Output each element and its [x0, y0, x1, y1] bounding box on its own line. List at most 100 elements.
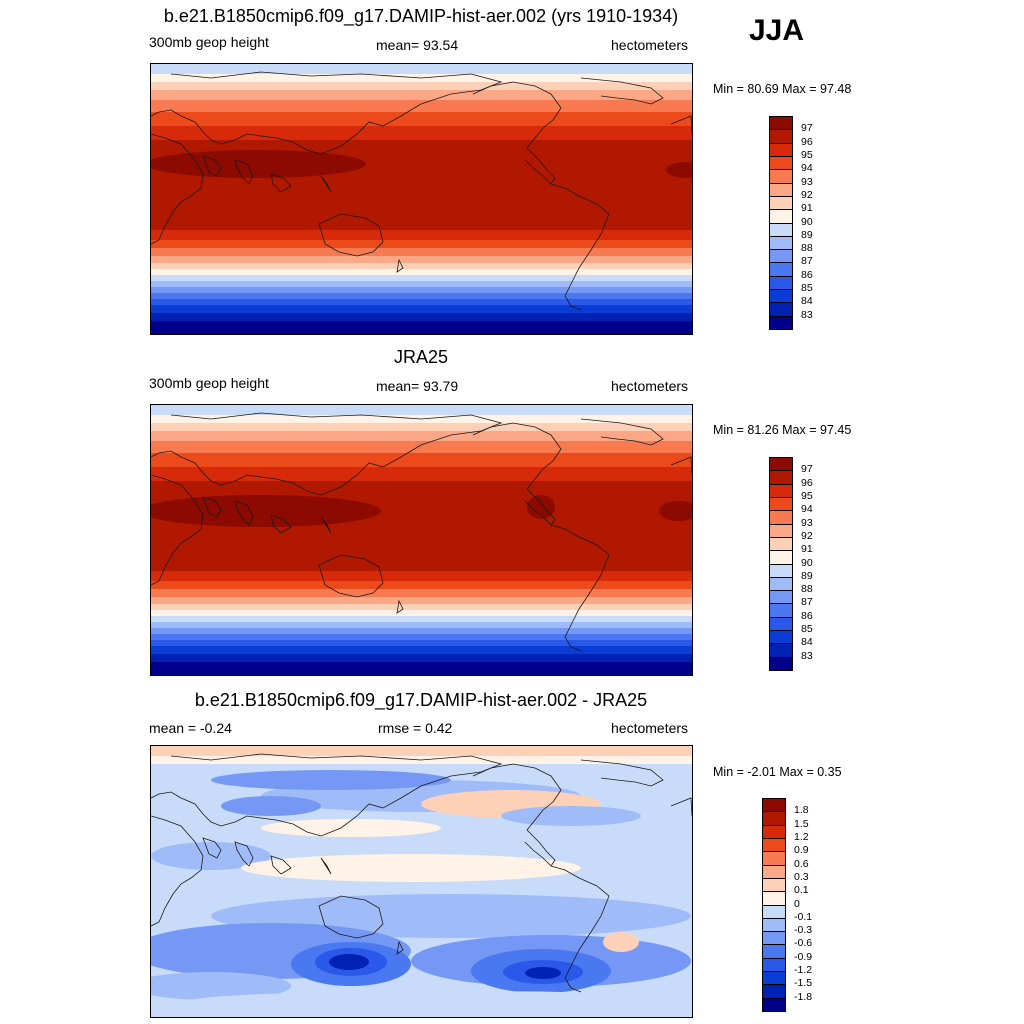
legend-tick-label: 85: [801, 282, 813, 295]
legend-tick-label: 85: [801, 623, 813, 636]
legend-tick-label: -1.2: [794, 964, 813, 977]
legend-tick-label: -0.1: [794, 910, 813, 923]
legend-tick-label: 93: [801, 516, 813, 529]
legend-tick-label: 88: [801, 242, 813, 255]
legend-tick-label: 92: [801, 188, 813, 201]
panel-3-legend: -1.8 -1.5 -1.2 -0.9 -0.6 -0.3 -0.1 0 0.1 0.3 0.6 0.…: [762, 798, 812, 1012]
legend-tick-label: 89: [801, 228, 813, 241]
panel-3-minmax: Min = -2.01 Max = 0.35: [713, 765, 842, 779]
legend-swatch: [769, 616, 793, 632]
legend-tick-label: 92: [801, 529, 813, 542]
legend-swatch: [769, 302, 793, 317]
legend-swatch: [769, 643, 793, 658]
panel-2-title: JRA25: [393, 347, 449, 367]
legend-tick-label: 1.5: [794, 817, 809, 830]
panel-1-map: [150, 63, 693, 335]
legend-swatch: [762, 957, 786, 973]
legend-swatch: [769, 576, 793, 592]
legend-swatch: [769, 630, 793, 645]
legend-swatch: [762, 944, 786, 959]
legend-swatch: [769, 656, 793, 671]
legend-swatch: [769, 563, 793, 578]
legend-swatch: [762, 864, 786, 879]
legend-swatch: [762, 891, 786, 906]
legend-swatch: [769, 289, 793, 304]
legend-swatch: [762, 984, 786, 999]
legend-tick-label: 84: [801, 295, 813, 308]
legend-swatch: [762, 877, 786, 893]
legend-tick-label: 96: [801, 476, 813, 489]
legend-swatch: [769, 523, 793, 538]
legend-swatch: [769, 262, 793, 277]
legend-tick-label: 0: [794, 897, 800, 910]
legend-swatch: [762, 971, 786, 986]
legend-swatch: [769, 155, 793, 171]
panel-1-minmax: Min = 80.69 Max = 97.48: [713, 82, 852, 96]
panel-2-minmax: Min = 81.26 Max = 97.45: [713, 423, 852, 437]
legend-swatch: [769, 222, 793, 237]
legend-tick-label: 0.3: [794, 870, 809, 883]
legend-tick-label: 94: [801, 503, 813, 516]
legend-tick-label: -0.6: [794, 937, 813, 950]
legend-swatch: [762, 798, 786, 813]
legend-swatch: [769, 249, 793, 264]
legend-tick-label: 89: [801, 569, 813, 582]
legend-tick-label: 90: [801, 556, 813, 569]
legend-swatch: [769, 142, 793, 157]
legend-swatch: [762, 904, 786, 919]
legend-swatch: [769, 457, 793, 472]
legend-swatch: [769, 483, 793, 498]
legend-tick-label: 95: [801, 489, 813, 502]
panel-1-title: b.e21.B1850cmip6.f09_g17.DAMIP-hist-aer.…: [163, 6, 679, 26]
legend-swatch: [769, 182, 793, 197]
panel-1-units: hectometers: [611, 37, 689, 53]
panel-2-left-label: 300mb geop height: [149, 375, 269, 391]
legend-tick-label: 97: [801, 122, 813, 135]
panel-2-legend: 83 84 85 86 87 88 89 90 91 92 93 94 95 96 97: [769, 457, 813, 671]
legend-swatch: [769, 235, 793, 251]
legend-tick-label: -0.3: [794, 924, 813, 937]
legend-swatch: [769, 590, 793, 605]
legend-swatch: [762, 851, 786, 866]
legend-swatch: [769, 510, 793, 525]
legend-tick-label: 1.8: [794, 804, 809, 817]
season-label: JJA: [749, 14, 805, 47]
panel-3-rmse: rmse = 0.42: [378, 720, 453, 736]
legend-tick-label: 88: [801, 583, 813, 596]
legend-swatch: [769, 536, 793, 552]
legend-swatch: [769, 470, 793, 485]
legend-tick-label: -1.5: [794, 977, 813, 990]
legend-swatch: [762, 917, 786, 933]
panel-1-mean: mean= 93.54: [376, 37, 459, 53]
panel-3-map: [150, 745, 693, 1018]
legend-swatch: [762, 931, 786, 946]
legend-swatch: [769, 275, 793, 291]
legend-tick-label: -0.9: [794, 950, 813, 963]
legend-swatch: [762, 811, 786, 826]
legend-tick-label: 96: [801, 135, 813, 148]
legend-tick-label: 86: [801, 268, 813, 281]
legend-swatch: [762, 997, 786, 1012]
panel-3-mean: mean = -0.24: [149, 720, 232, 736]
panel-3-units: hectometers: [611, 720, 689, 736]
legend-tick-label: 87: [801, 255, 813, 268]
legend-tick-label: 94: [801, 162, 813, 175]
legend-tick-label: 84: [801, 636, 813, 649]
legend-swatch: [769, 169, 793, 184]
legend-swatch: [769, 315, 793, 330]
panel-3-title: b.e21.B1850cmip6.f09_g17.DAMIP-hist-aer.…: [194, 690, 648, 710]
legend-tick-label: 91: [801, 543, 813, 556]
legend-tick-label: -1.8: [794, 990, 813, 1003]
panel-2-units: hectometers: [611, 378, 689, 394]
panel-1-legend: 83 84 85 86 87 88 89 90 91 92 93 94 95 96 97: [769, 116, 813, 330]
legend-swatch: [769, 603, 793, 618]
legend-swatch: [769, 209, 793, 224]
legend-swatch: [769, 496, 793, 512]
legend-swatch: [769, 195, 793, 211]
legend-tick-label: 95: [801, 148, 813, 161]
panel-2-mean: mean= 93.79: [376, 378, 459, 394]
legend-tick-label: 83: [801, 308, 813, 321]
legend-tick-label: 87: [801, 596, 813, 609]
panel-1-left-label: 300mb geop height: [149, 34, 269, 50]
legend-tick-label: 0.9: [794, 844, 809, 857]
